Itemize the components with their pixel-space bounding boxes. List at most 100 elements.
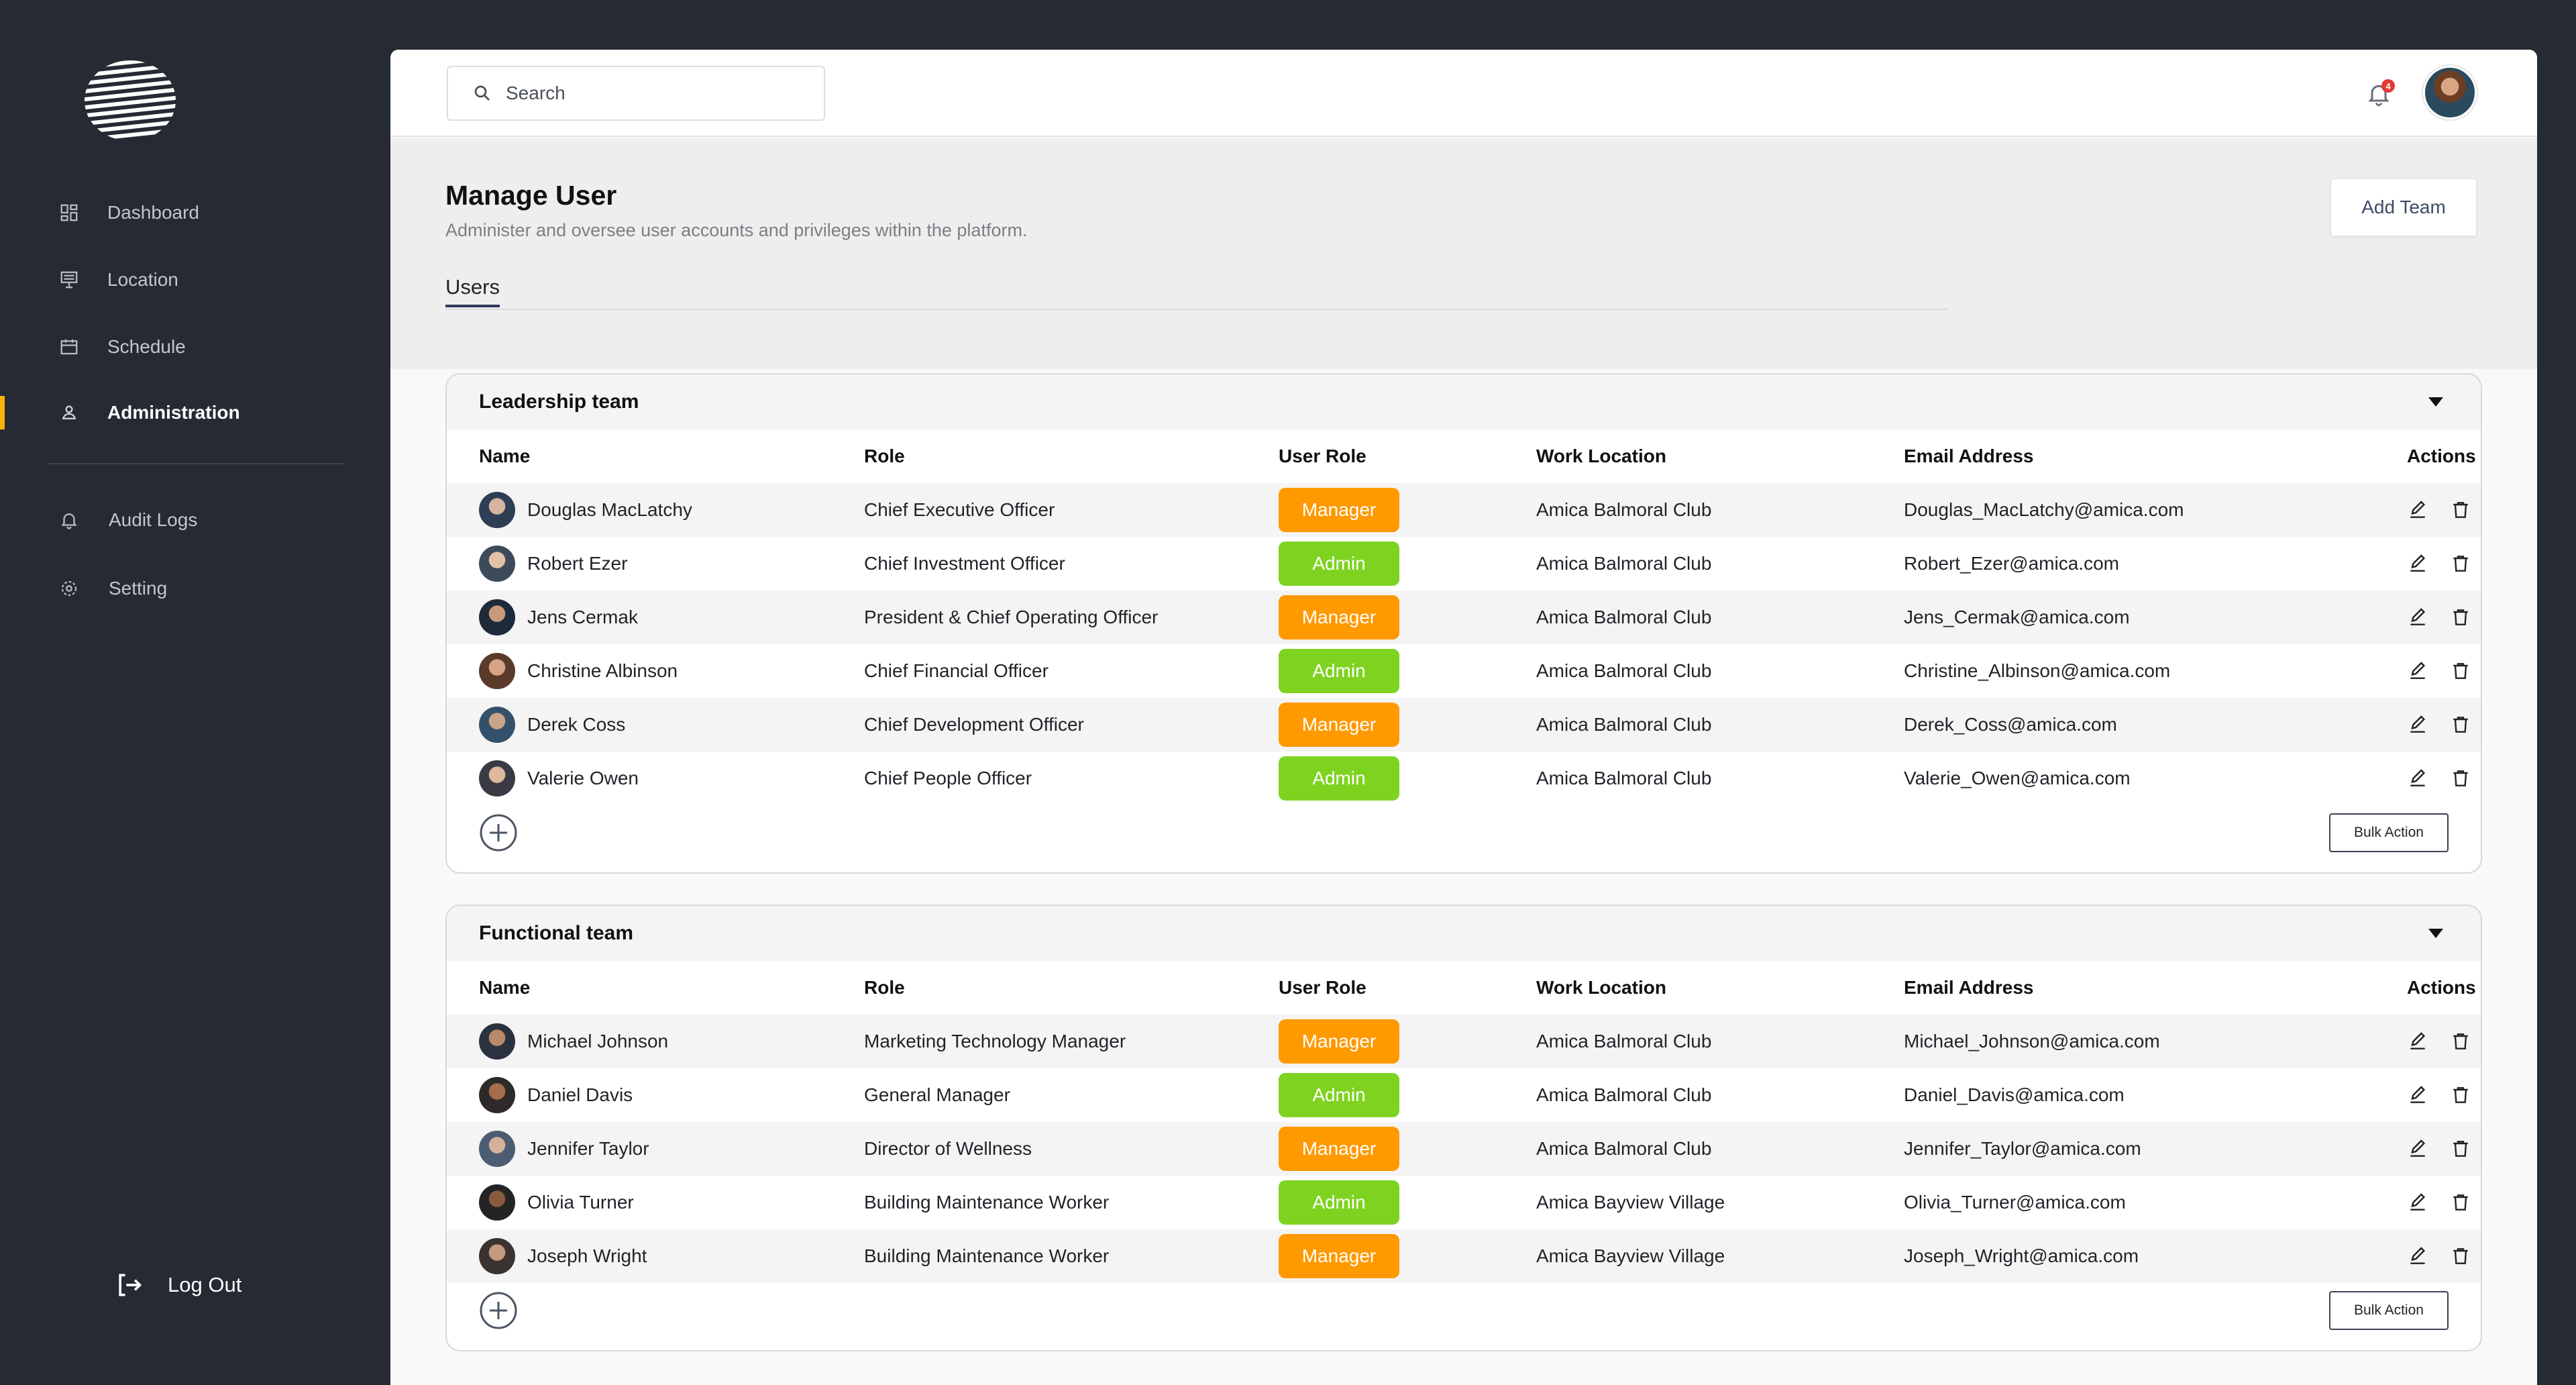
user-role-badge[interactable]: Manager xyxy=(1279,1127,1399,1171)
edit-icon[interactable] xyxy=(2407,483,2428,537)
column-header-role: Role xyxy=(864,977,905,998)
avatar xyxy=(479,492,515,528)
user-role-badge[interactable]: Manager xyxy=(1279,703,1399,747)
avatar xyxy=(479,1184,515,1221)
delete-icon[interactable] xyxy=(2450,591,2471,644)
user-role-badge[interactable]: Admin xyxy=(1279,1073,1399,1117)
user-name: Douglas MacLatchy xyxy=(527,499,692,520)
delete-icon[interactable] xyxy=(2450,1122,2471,1176)
user-role-badge[interactable]: Admin xyxy=(1279,649,1399,693)
notification-bell-icon[interactable] xyxy=(2365,81,2392,107)
work-location: Amica Balmoral Club xyxy=(1536,1138,1712,1159)
email-address: Joseph_Wright@amica.com xyxy=(1904,1245,2139,1266)
sidebar-item-label: Setting xyxy=(109,578,168,599)
collapse-caret-icon[interactable] xyxy=(2428,929,2443,938)
work-location: Amica Balmoral Club xyxy=(1536,553,1712,574)
sidebar-item-label: Dashboard xyxy=(107,202,199,223)
location-icon xyxy=(58,268,80,291)
user-role-cell: Admin xyxy=(1279,1176,1399,1229)
avatar xyxy=(479,1077,515,1113)
edit-icon[interactable] xyxy=(2407,698,2428,752)
tab-users[interactable]: Users xyxy=(445,275,500,307)
team-card-header[interactable]: Leadership team xyxy=(447,374,2481,429)
add-user-icon[interactable] xyxy=(479,813,518,852)
user-role-cell: Manager xyxy=(1279,483,1399,537)
delete-icon[interactable] xyxy=(2450,644,2471,698)
email-address: Daniel_Davis@amica.com xyxy=(1904,1084,2125,1105)
sidebar-item-location[interactable]: Location xyxy=(0,256,390,303)
tabs-underline xyxy=(445,309,1948,310)
page-title: Manage User xyxy=(445,180,617,211)
schedule-icon xyxy=(58,336,80,358)
user-role-badge[interactable]: Admin xyxy=(1279,1180,1399,1225)
add-user-icon[interactable] xyxy=(479,1291,518,1330)
table-row: Robert Ezer Chief Investment Officer Adm… xyxy=(447,537,2481,591)
user-name: Christine Albinson xyxy=(527,660,678,681)
table-row: Olivia Turner Building Maintenance Worke… xyxy=(447,1176,2481,1229)
logout-button[interactable]: Log Out xyxy=(114,1262,241,1309)
edit-icon[interactable] xyxy=(2407,1122,2428,1176)
work-location: Amica Bayview Village xyxy=(1536,1245,1725,1266)
edit-icon[interactable] xyxy=(2407,644,2428,698)
sidebar-item-administration[interactable]: Administration xyxy=(0,389,390,436)
edit-icon[interactable] xyxy=(2407,1015,2428,1068)
bell-icon xyxy=(58,509,80,531)
user-role-badge[interactable]: Manager xyxy=(1279,488,1399,532)
work-location: Amica Balmoral Club xyxy=(1536,660,1712,681)
column-header-email: Email Address xyxy=(1904,446,2034,466)
work-location: Amica Balmoral Club xyxy=(1536,499,1712,520)
work-location: Amica Balmoral Club xyxy=(1536,607,1712,627)
user-role-badge[interactable]: Manager xyxy=(1279,1019,1399,1064)
user-role-badge[interactable]: Admin xyxy=(1279,756,1399,801)
delete-icon[interactable] xyxy=(2450,752,2471,805)
edit-icon[interactable] xyxy=(2407,1068,2428,1122)
user-role-title: Building Maintenance Worker xyxy=(864,1245,1110,1266)
edit-icon[interactable] xyxy=(2407,591,2428,644)
edit-icon[interactable] xyxy=(2407,537,2428,591)
user-avatar[interactable] xyxy=(2423,66,2477,119)
table-row: Jennifer Taylor Director of Wellness Man… xyxy=(447,1122,2481,1176)
edit-icon[interactable] xyxy=(2407,752,2428,805)
sidebar-item-dashboard[interactable]: Dashboard xyxy=(0,189,390,236)
avatar xyxy=(479,653,515,689)
email-address: Christine_Albinson@amica.com xyxy=(1904,660,2171,681)
delete-icon[interactable] xyxy=(2450,1068,2471,1122)
administration-icon xyxy=(58,401,80,424)
bulk-action-button[interactable]: Bulk Action xyxy=(2329,1291,2449,1330)
delete-icon[interactable] xyxy=(2450,1015,2471,1068)
add-team-button[interactable]: Add Team xyxy=(2330,178,2477,236)
table-row: Daniel Davis General Manager Admin Amica… xyxy=(447,1068,2481,1122)
user-role-badge[interactable]: Manager xyxy=(1279,595,1399,639)
sidebar-item-label: Administration xyxy=(107,402,240,423)
team-card-header[interactable]: Functional team xyxy=(447,906,2481,961)
user-role-title: Chief Financial Officer xyxy=(864,660,1049,681)
search-input[interactable] xyxy=(506,83,801,104)
work-location: Amica Balmoral Club xyxy=(1536,1084,1712,1105)
user-name-cell: Douglas MacLatchy xyxy=(479,483,692,537)
user-role-badge[interactable]: Manager xyxy=(1279,1234,1399,1278)
edit-icon[interactable] xyxy=(2407,1229,2428,1283)
delete-icon[interactable] xyxy=(2450,698,2471,752)
user-role-title: Building Maintenance Worker xyxy=(864,1192,1110,1213)
page-header: Manage User Administer and oversee user … xyxy=(390,138,2537,369)
delete-icon[interactable] xyxy=(2450,1176,2471,1229)
collapse-caret-icon[interactable] xyxy=(2428,397,2443,407)
sidebar-item-schedule[interactable]: Schedule xyxy=(0,323,390,370)
delete-icon[interactable] xyxy=(2450,483,2471,537)
user-name: Jens Cermak xyxy=(527,607,638,627)
sidebar-item-audit-logs[interactable]: Audit Logs xyxy=(0,497,390,544)
column-header-name: Name xyxy=(479,446,531,466)
bulk-action-button[interactable]: Bulk Action xyxy=(2329,813,2449,852)
team-card: Leadership team Name Role User Role Work… xyxy=(445,373,2482,874)
logout-icon xyxy=(119,1274,142,1296)
user-role-badge[interactable]: Admin xyxy=(1279,542,1399,586)
search-box[interactable] xyxy=(447,66,825,121)
sidebar-item-setting[interactable]: Setting xyxy=(0,565,390,612)
delete-icon[interactable] xyxy=(2450,1229,2471,1283)
delete-icon[interactable] xyxy=(2450,537,2471,591)
user-role-cell: Admin xyxy=(1279,644,1399,698)
edit-icon[interactable] xyxy=(2407,1176,2428,1229)
dashboard-icon xyxy=(58,201,80,224)
user-name: Daniel Davis xyxy=(527,1084,633,1105)
avatar xyxy=(479,546,515,582)
